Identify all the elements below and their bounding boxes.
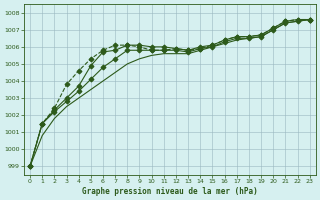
X-axis label: Graphe pression niveau de la mer (hPa): Graphe pression niveau de la mer (hPa) bbox=[82, 187, 258, 196]
